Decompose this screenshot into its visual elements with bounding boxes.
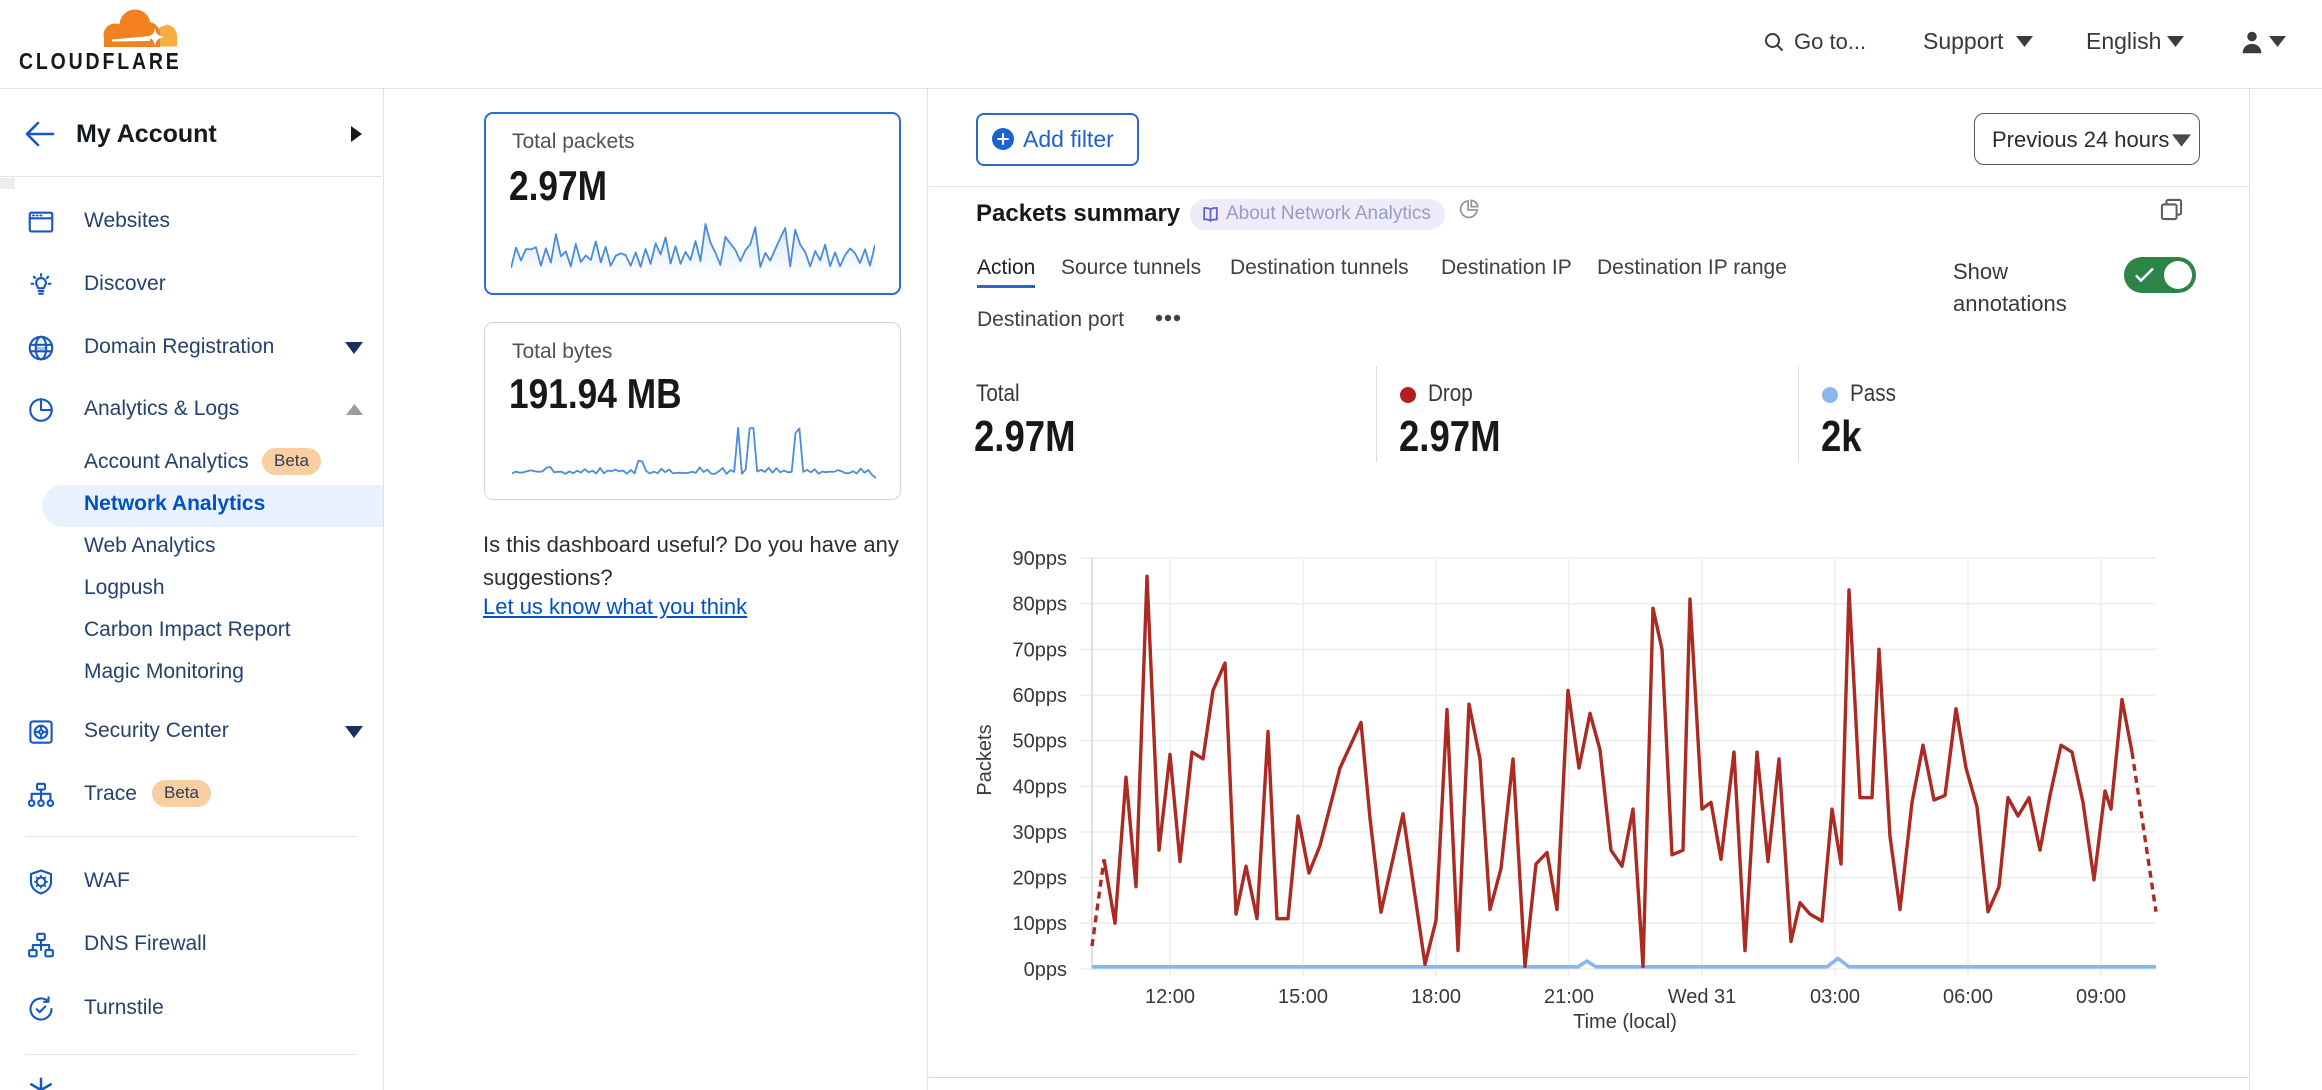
svg-text:80pps: 80pps [1013, 594, 1068, 616]
svg-text:Time (local): Time (local) [1573, 1011, 1677, 1033]
svg-text:0pps: 0pps [1024, 959, 1067, 981]
svg-text:Packets: Packets [974, 724, 996, 795]
svg-text:21:00: 21:00 [1544, 986, 1594, 1008]
svg-text:18:00: 18:00 [1411, 986, 1461, 1008]
svg-text:03:00: 03:00 [1810, 986, 1860, 1008]
svg-text:www: www [36, 346, 47, 352]
svg-text:40pps: 40pps [1013, 776, 1068, 798]
svg-text:60pps: 60pps [1013, 685, 1068, 707]
svg-text:30pps: 30pps [1013, 822, 1068, 844]
svg-text:15:00: 15:00 [1278, 986, 1328, 1008]
svg-text:Wed 31: Wed 31 [1668, 986, 1737, 1008]
svg-text:12:00: 12:00 [1145, 986, 1195, 1008]
svg-text:06:00: 06:00 [1943, 986, 1993, 1008]
svg-text:20pps: 20pps [1013, 868, 1068, 890]
svg-text:10pps: 10pps [1013, 913, 1068, 935]
svg-text:09:00: 09:00 [2076, 986, 2126, 1008]
svg-text:90pps: 90pps [1013, 548, 1068, 570]
svg-text:50pps: 50pps [1013, 731, 1068, 753]
svg-text:70pps: 70pps [1013, 639, 1068, 661]
